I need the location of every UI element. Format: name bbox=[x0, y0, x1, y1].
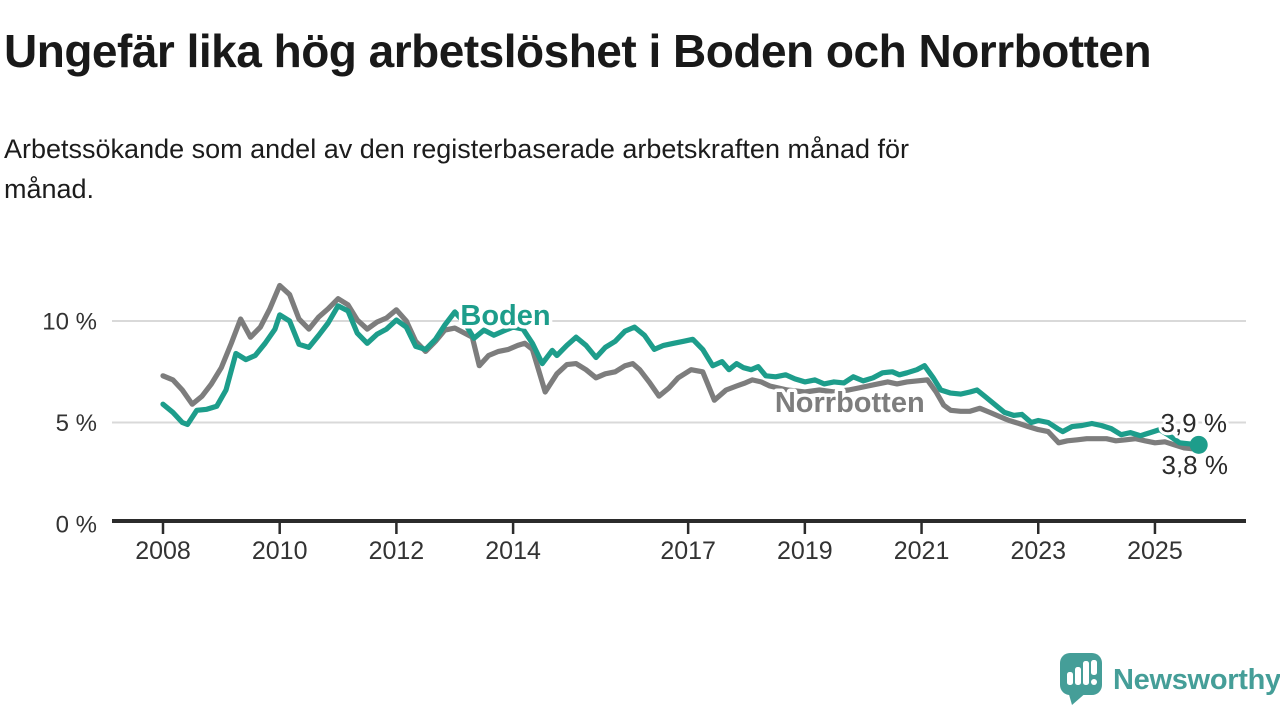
logo-exclamation-dot bbox=[1091, 679, 1097, 685]
x-tick-label: 2014 bbox=[485, 537, 541, 565]
logo-exclamation-bar bbox=[1091, 660, 1097, 675]
x-tick-label: 2023 bbox=[1010, 537, 1066, 565]
boden-line bbox=[160, 303, 1202, 448]
chart-subtitle: Arbetssökande som andel av den registerb… bbox=[4, 134, 910, 204]
newsworthy-logo-text: Newsworthy bbox=[1113, 663, 1280, 696]
x-tick-label: 2021 bbox=[894, 537, 950, 565]
x-tick-label: 2012 bbox=[369, 537, 425, 565]
boden-end-dot bbox=[1189, 435, 1208, 454]
logo-bar-short bbox=[1067, 672, 1073, 685]
y-tick-label: 10 % bbox=[42, 309, 97, 336]
x-tick-label: 2017 bbox=[660, 537, 716, 565]
norrbotten-line bbox=[160, 282, 1202, 452]
end-value-label-norrbotten: 3,8 % bbox=[1162, 450, 1229, 480]
x-tick-label: 2025 bbox=[1127, 537, 1183, 565]
newsworthy-logo: Newsworthy bbox=[1056, 648, 1280, 706]
logo-bar-medium bbox=[1075, 667, 1081, 685]
x-tick-label: 2019 bbox=[777, 537, 833, 565]
logo-bar-tall bbox=[1083, 661, 1089, 685]
y-tick-label: 5 % bbox=[56, 410, 97, 437]
series-label-boden: Boden bbox=[460, 300, 550, 332]
logo-bubble-tail bbox=[1068, 691, 1088, 705]
page-title: Ungefär lika hög arbetslöshet i Boden oc… bbox=[4, 25, 1152, 77]
end-value-label-boden: 3,9 % bbox=[1161, 408, 1228, 438]
x-tick-label: 2010 bbox=[252, 537, 308, 565]
y-tick-label: 0 % bbox=[56, 512, 97, 539]
newsworthy-logo-icon bbox=[1060, 653, 1102, 705]
series-label-norrbotten: Norrbotten bbox=[775, 387, 925, 419]
x-tick-label: 2008 bbox=[135, 537, 191, 565]
